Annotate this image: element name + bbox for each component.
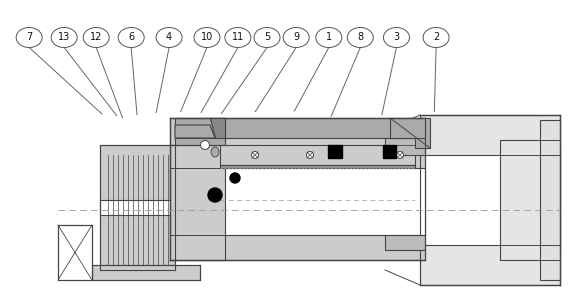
Text: 5: 5: [264, 32, 270, 43]
Ellipse shape: [316, 28, 342, 47]
Polygon shape: [100, 145, 175, 270]
Polygon shape: [328, 145, 342, 158]
Ellipse shape: [201, 140, 209, 149]
Polygon shape: [175, 125, 215, 138]
Text: 12: 12: [90, 32, 103, 43]
Polygon shape: [540, 120, 560, 280]
Ellipse shape: [51, 28, 77, 47]
Polygon shape: [220, 145, 415, 165]
Ellipse shape: [225, 28, 251, 47]
Polygon shape: [92, 265, 200, 280]
Ellipse shape: [118, 28, 144, 47]
Polygon shape: [383, 145, 396, 158]
Ellipse shape: [283, 28, 309, 47]
Ellipse shape: [347, 28, 373, 47]
Polygon shape: [390, 118, 430, 148]
Text: 11: 11: [231, 32, 244, 43]
Text: 8: 8: [357, 32, 363, 43]
Text: 10: 10: [201, 32, 213, 43]
Ellipse shape: [156, 28, 182, 47]
Polygon shape: [210, 118, 225, 138]
Ellipse shape: [307, 152, 314, 158]
Polygon shape: [385, 235, 425, 250]
Text: 1: 1: [326, 32, 332, 43]
Ellipse shape: [254, 28, 280, 47]
Ellipse shape: [384, 28, 409, 47]
Ellipse shape: [16, 28, 42, 47]
Text: 4: 4: [166, 32, 172, 43]
Text: 2: 2: [433, 32, 439, 43]
Polygon shape: [220, 165, 415, 168]
Ellipse shape: [251, 152, 258, 158]
Ellipse shape: [396, 152, 403, 158]
Text: 13: 13: [58, 32, 71, 43]
Text: 6: 6: [128, 32, 134, 43]
Polygon shape: [500, 140, 560, 260]
Polygon shape: [170, 168, 425, 235]
Polygon shape: [175, 118, 425, 138]
Polygon shape: [385, 138, 425, 155]
Polygon shape: [175, 118, 225, 145]
Ellipse shape: [423, 28, 449, 47]
Polygon shape: [100, 200, 175, 215]
Text: 7: 7: [26, 32, 32, 43]
Polygon shape: [170, 118, 425, 260]
Ellipse shape: [211, 147, 219, 157]
Ellipse shape: [83, 28, 109, 47]
Polygon shape: [58, 225, 92, 280]
Ellipse shape: [208, 188, 222, 202]
Text: 3: 3: [394, 32, 399, 43]
Polygon shape: [170, 145, 225, 260]
Polygon shape: [420, 115, 560, 285]
Ellipse shape: [194, 28, 220, 47]
Text: 9: 9: [293, 32, 299, 43]
Polygon shape: [420, 155, 560, 245]
Ellipse shape: [230, 173, 240, 183]
